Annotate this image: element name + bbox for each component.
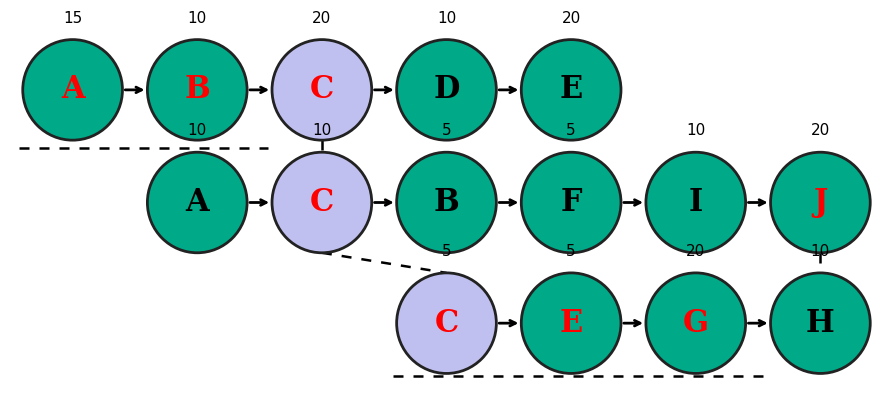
- Ellipse shape: [22, 40, 122, 140]
- Text: 20: 20: [562, 11, 580, 26]
- Text: 10: 10: [313, 123, 331, 138]
- Text: 10: 10: [811, 244, 830, 259]
- Text: 5: 5: [566, 123, 576, 138]
- Text: 5: 5: [442, 244, 451, 259]
- Text: 10: 10: [188, 123, 207, 138]
- Ellipse shape: [771, 152, 871, 253]
- Text: 10: 10: [437, 11, 456, 26]
- Text: B: B: [434, 187, 459, 218]
- Text: C: C: [434, 308, 459, 339]
- Ellipse shape: [272, 40, 371, 140]
- Text: C: C: [310, 187, 334, 218]
- Ellipse shape: [272, 152, 371, 253]
- Text: 20: 20: [686, 244, 705, 259]
- Text: 5: 5: [442, 123, 451, 138]
- Ellipse shape: [396, 273, 497, 373]
- Text: 10: 10: [188, 11, 207, 26]
- Text: I: I: [689, 187, 703, 218]
- Ellipse shape: [147, 40, 247, 140]
- Text: 10: 10: [686, 123, 705, 138]
- Text: D: D: [433, 75, 460, 105]
- Text: C: C: [310, 75, 334, 105]
- Ellipse shape: [646, 273, 746, 373]
- Text: J: J: [814, 187, 828, 218]
- Text: A: A: [61, 75, 85, 105]
- Ellipse shape: [522, 273, 621, 373]
- Ellipse shape: [646, 152, 746, 253]
- Ellipse shape: [147, 152, 247, 253]
- Text: 20: 20: [313, 11, 331, 26]
- Text: 5: 5: [566, 244, 576, 259]
- Text: H: H: [806, 308, 835, 339]
- Text: E: E: [560, 308, 583, 339]
- Text: A: A: [186, 187, 209, 218]
- Text: E: E: [560, 75, 583, 105]
- Ellipse shape: [396, 40, 497, 140]
- Text: 15: 15: [63, 11, 82, 26]
- Text: G: G: [683, 308, 709, 339]
- Ellipse shape: [396, 152, 497, 253]
- Text: B: B: [184, 75, 210, 105]
- Text: F: F: [561, 187, 582, 218]
- Text: 20: 20: [811, 123, 830, 138]
- Ellipse shape: [522, 40, 621, 140]
- Ellipse shape: [522, 152, 621, 253]
- Ellipse shape: [771, 273, 871, 373]
